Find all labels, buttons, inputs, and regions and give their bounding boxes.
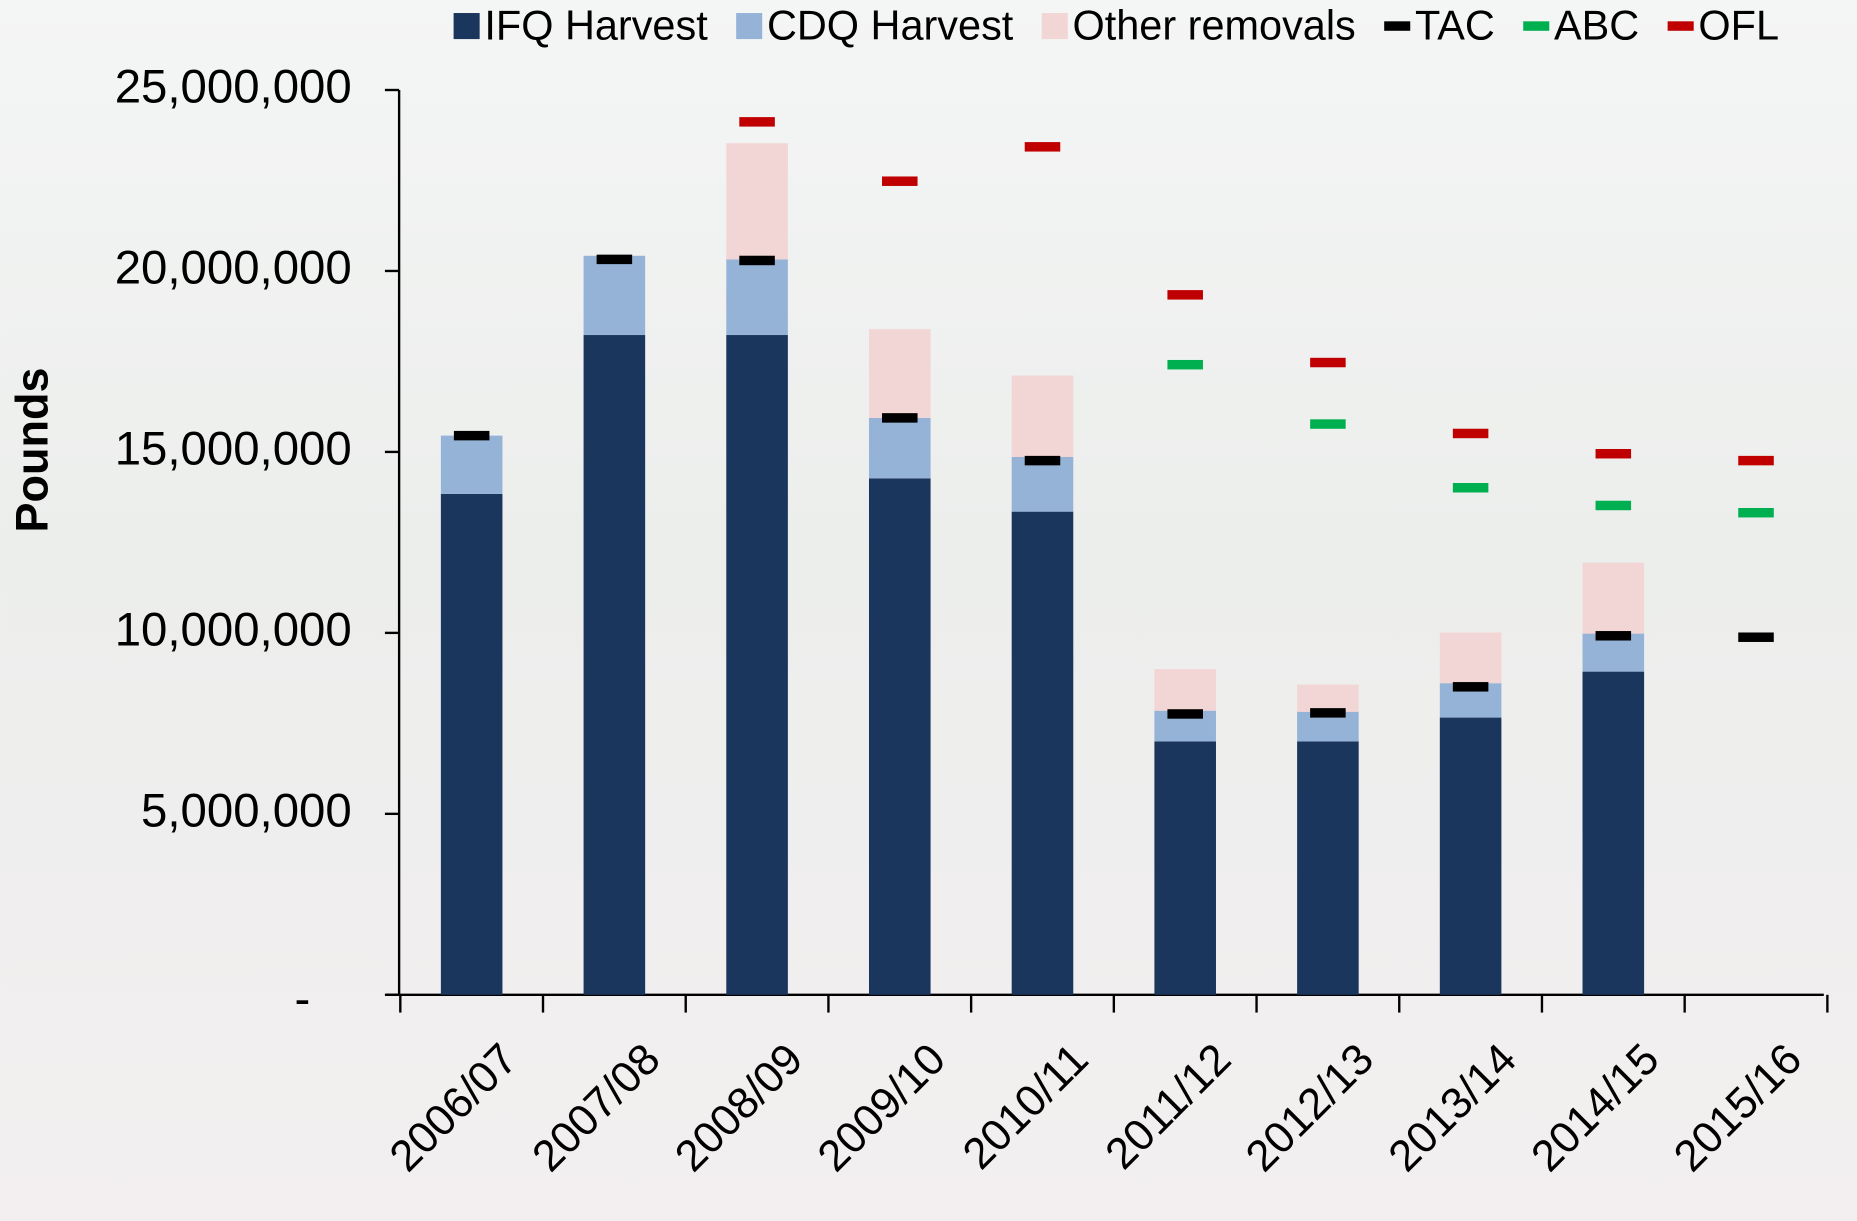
marker xyxy=(739,255,775,266)
bar-segment xyxy=(726,259,788,336)
legend-swatch xyxy=(1523,21,1550,31)
y-tick-label: 25,000,000 xyxy=(115,61,352,114)
bar-segment xyxy=(1439,717,1502,995)
marker xyxy=(1738,455,1774,466)
marker xyxy=(1310,357,1346,368)
marker xyxy=(1167,290,1203,300)
bar-segment xyxy=(440,435,503,494)
marker xyxy=(1310,708,1346,718)
legend-item: ABC xyxy=(1523,1,1639,48)
legend-item: Other removals xyxy=(1041,1,1356,48)
legend-swatch xyxy=(1384,21,1411,31)
y-tick-label: - xyxy=(295,972,311,1025)
legend-item: IFQ Harvest xyxy=(453,1,708,48)
legend-label: IFQ Harvest xyxy=(484,1,708,48)
marker xyxy=(1310,419,1346,429)
legend-label: CDQ Harvest xyxy=(767,1,1014,48)
legend-swatch xyxy=(1667,21,1694,31)
marker xyxy=(739,117,775,127)
y-tick-label: 20,000,000 xyxy=(115,241,352,294)
marker xyxy=(596,254,633,265)
legend-label: ABC xyxy=(1554,1,1639,48)
bar-segment xyxy=(1154,669,1216,711)
legend-item: TAC xyxy=(1384,1,1495,48)
bar-segment xyxy=(1582,671,1645,995)
legend-swatch xyxy=(736,13,763,40)
bar-segment xyxy=(1011,456,1074,512)
bar-segment xyxy=(1297,684,1359,712)
bar-segment xyxy=(440,493,503,995)
bar-segment xyxy=(583,255,646,336)
legend-label: Other removals xyxy=(1073,1,1356,48)
legend-item: OFL xyxy=(1667,1,1779,48)
legend-label: TAC xyxy=(1415,1,1495,48)
marker xyxy=(1167,359,1203,370)
marker xyxy=(882,176,918,186)
bar-segment xyxy=(868,478,931,995)
marker xyxy=(1024,142,1061,152)
marker xyxy=(1452,483,1489,493)
legend-swatch xyxy=(453,13,480,40)
marker xyxy=(1452,428,1489,439)
bar-segment xyxy=(1297,741,1359,995)
bar-segment xyxy=(1011,511,1074,995)
marker xyxy=(1024,455,1061,466)
y-tick-label: 5,000,000 xyxy=(141,784,352,837)
bar-segment xyxy=(1154,741,1216,995)
bar-segment xyxy=(1011,375,1074,457)
y-tick-label: 15,000,000 xyxy=(115,422,352,475)
marker xyxy=(1595,500,1632,511)
marker xyxy=(1167,709,1203,719)
marker xyxy=(1595,631,1632,641)
marker xyxy=(1595,448,1632,459)
bar-segment xyxy=(1582,562,1645,634)
marker xyxy=(882,413,918,423)
marker xyxy=(1738,507,1774,518)
bar-segment xyxy=(726,335,788,995)
bar-segment xyxy=(1439,632,1502,684)
legend-label: OFL xyxy=(1698,1,1779,48)
y-tick-label: 10,000,000 xyxy=(115,603,352,656)
marker xyxy=(1738,632,1774,642)
bar-segment xyxy=(868,329,931,418)
bar-segment xyxy=(726,143,788,260)
marker xyxy=(453,430,490,441)
marker xyxy=(1452,682,1489,692)
bar-segment xyxy=(583,335,646,995)
y-axis-title: Pounds xyxy=(6,368,57,533)
legend-item: CDQ Harvest xyxy=(736,1,1014,48)
legend-swatch xyxy=(1041,13,1068,40)
bar-segment xyxy=(868,417,931,479)
